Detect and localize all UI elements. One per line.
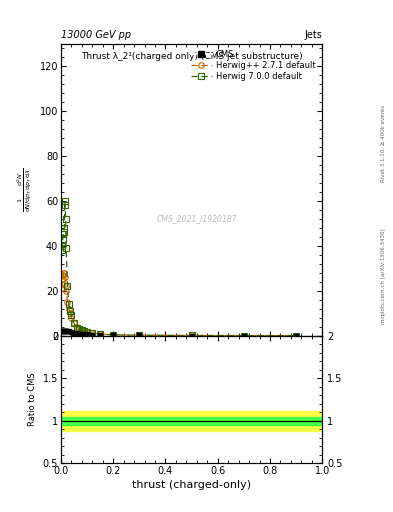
Y-axis label: $\frac{1}{\mathrm{d}N/\mathrm{d}p_T}\frac{\mathrm{d}^2N}{\mathrm{d}p_T\,\mathrm{: $\frac{1}{\mathrm{d}N/\mathrm{d}p_T}\fra…: [16, 167, 34, 212]
Text: mcplots.cern.ch [arXiv:1306.3436]: mcplots.cern.ch [arXiv:1306.3436]: [381, 229, 386, 324]
Text: Jets: Jets: [305, 30, 322, 40]
X-axis label: thrust (charged-only): thrust (charged-only): [132, 480, 251, 490]
Text: Rivet 3.1.10, ≥ 400k events: Rivet 3.1.10, ≥ 400k events: [381, 105, 386, 182]
Legend: CMS, Herwig++ 2.7.1 default, Herwig 7.0.0 default: CMS, Herwig++ 2.7.1 default, Herwig 7.0.…: [189, 48, 318, 84]
Text: 13000 GeV pp: 13000 GeV pp: [61, 30, 131, 40]
Text: CMS_2021_I1920187: CMS_2021_I1920187: [156, 214, 237, 223]
Y-axis label: Ratio to CMS: Ratio to CMS: [28, 373, 37, 426]
Text: Thrust λ_2¹(charged only) (CMS jet substructure): Thrust λ_2¹(charged only) (CMS jet subst…: [81, 52, 302, 61]
